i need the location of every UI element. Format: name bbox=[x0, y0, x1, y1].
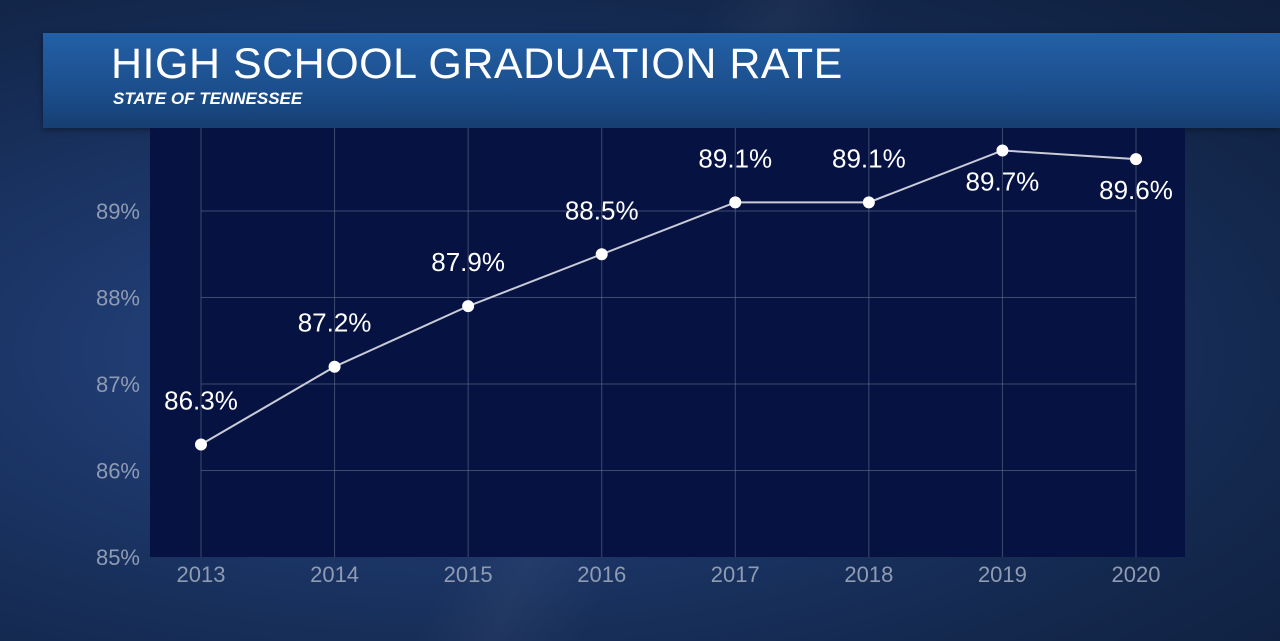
y-tick-label: 86% bbox=[96, 459, 140, 484]
data-label-2014: 87.2% bbox=[298, 308, 372, 338]
y-tick-label: 85% bbox=[96, 545, 140, 570]
x-tick-label: 2018 bbox=[844, 562, 893, 587]
data-point-2019 bbox=[996, 144, 1009, 157]
data-point-2018 bbox=[862, 196, 875, 209]
x-tick-label: 2016 bbox=[577, 562, 626, 587]
title-banner bbox=[43, 33, 1280, 128]
x-tick-label: 2015 bbox=[444, 562, 493, 587]
data-label-2017: 89.1% bbox=[698, 143, 772, 173]
y-tick-label: 87% bbox=[96, 372, 140, 397]
data-point-2015 bbox=[462, 300, 475, 313]
data-point-2014 bbox=[328, 360, 341, 373]
data-label-2013: 86.3% bbox=[164, 386, 238, 416]
data-label-2018: 89.1% bbox=[832, 143, 906, 173]
y-tick-label: 88% bbox=[96, 286, 140, 311]
x-tick-label: 2017 bbox=[711, 562, 760, 587]
x-tick-label: 2013 bbox=[177, 562, 226, 587]
x-axis-ticks: 2013 2014 2015 2016 2017 2018 2019 2020 bbox=[177, 562, 1161, 587]
series-line-layer bbox=[200, 149, 1137, 446]
chart-title: HIGH SCHOOL GRADUATION RATE bbox=[111, 40, 843, 88]
data-label-2016: 88.5% bbox=[565, 195, 639, 225]
data-point-2013 bbox=[195, 438, 207, 451]
data-point-2017 bbox=[729, 196, 742, 209]
series-line bbox=[200, 149, 1137, 446]
y-axis-ticks: 85% 86% 87% 88% 89% bbox=[96, 199, 140, 570]
data-labels: 86.3% 87.2% 87.9% 88.5% 89.1% 89.1% 89.7% 89.6% bbox=[164, 143, 1173, 415]
y-tick-label: 89% bbox=[96, 199, 140, 224]
data-label-2019: 89.7% bbox=[966, 166, 1040, 196]
x-tick-label: 2014 bbox=[310, 562, 359, 587]
data-points bbox=[195, 144, 1142, 451]
data-label-2015: 87.9% bbox=[431, 247, 505, 277]
chart-subtitle: STATE OF TENNESSEE bbox=[113, 89, 303, 108]
x-tick-label: 2020 bbox=[1112, 562, 1161, 587]
x-tick-label: 2019 bbox=[978, 562, 1027, 587]
data-point-2020 bbox=[1130, 153, 1142, 166]
data-point-2016 bbox=[595, 248, 608, 261]
data-label-2020: 89.6% bbox=[1099, 175, 1173, 205]
plot-area bbox=[150, 128, 1185, 557]
